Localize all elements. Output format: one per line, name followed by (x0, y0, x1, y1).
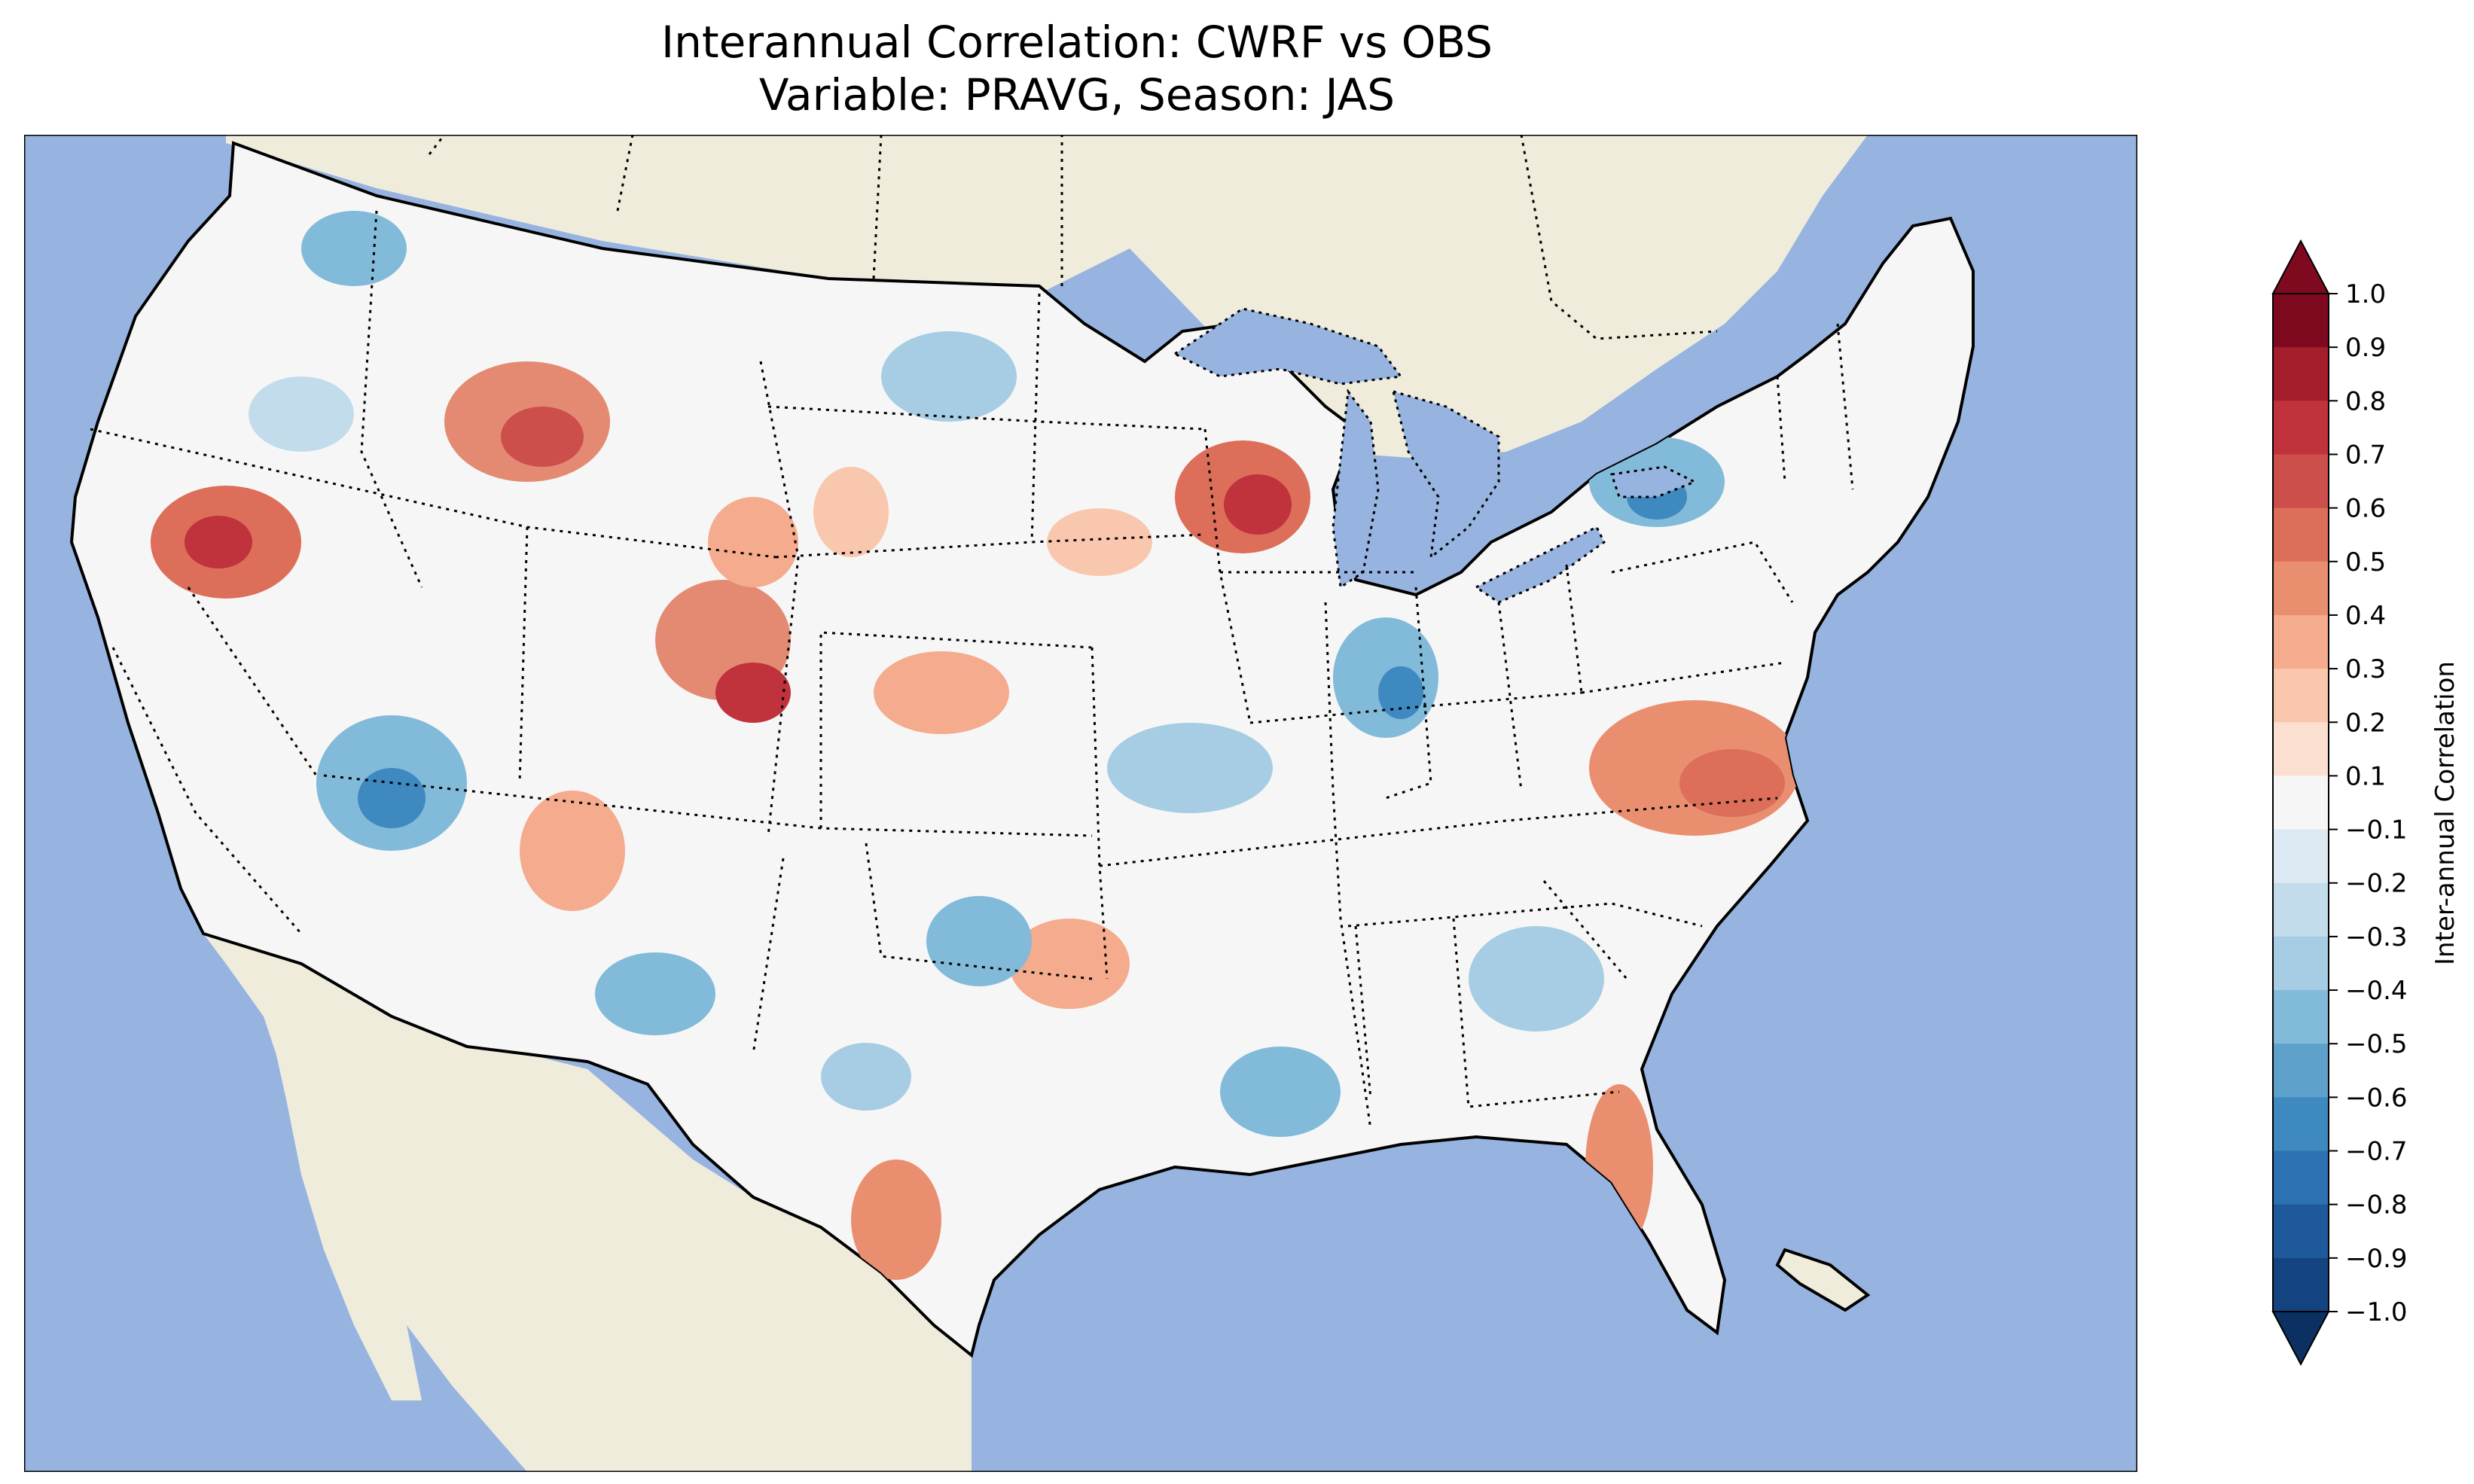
lake-ontario (1610, 465, 1698, 498)
title-line-2: Variable: PRAVG, Season: JAS (759, 69, 1395, 120)
colorbar-segment (2273, 1257, 2329, 1312)
correlation-blobs (151, 211, 1800, 1280)
colorbar-tick-label: 0.2 (2345, 708, 2386, 738)
colorbar-tick-label: −0.3 (2345, 922, 2408, 952)
colorbar-segment (2273, 294, 2329, 348)
colorbar-tick-label: −0.7 (2345, 1137, 2408, 1167)
colorbar-tick-label: −0.8 (2345, 1190, 2408, 1220)
colorbar-segment (2273, 829, 2329, 884)
colorbar-tick-label: −0.6 (2345, 1083, 2408, 1113)
colorbar-tick-label: −1.0 (2345, 1297, 2408, 1327)
colorbar-segment (2273, 614, 2329, 669)
title-line-1: Interannual Correlation: CWRF vs OBS (661, 17, 1493, 68)
colorbar-segment (2273, 1097, 2329, 1152)
colorbar-tick-label: −0.2 (2345, 869, 2408, 899)
colorbar-segment (2273, 936, 2329, 991)
colorbar-segment (2273, 1150, 2329, 1205)
colorbar-label: Inter-annual Correlation (2430, 661, 2460, 965)
colorbar-tick-label: 0.5 (2345, 547, 2386, 577)
colorbar-tick-label: −0.4 (2345, 976, 2408, 1006)
colorbar-segment (2273, 454, 2329, 509)
colorbar-tick-label: −0.1 (2345, 815, 2408, 846)
colorbar-segment (2273, 722, 2329, 776)
state-borders (90, 210, 1854, 1130)
baja-land (271, 986, 422, 1400)
canada-land (226, 135, 1868, 459)
colorbar-tick-label: 0.3 (2345, 654, 2386, 684)
great-lakes (1173, 307, 1698, 604)
colorbar-segment (2273, 401, 2329, 455)
colorbar-segment (2273, 669, 2329, 723)
colorbar-segment (2273, 507, 2329, 562)
colorbar-frame (2272, 293, 2329, 1312)
colorbar-tick-label: 0.1 (2345, 761, 2386, 791)
colorbar-tick-label: 1.0 (2345, 279, 2386, 309)
colorbar-extend-max (2271, 239, 2330, 294)
colorbar-segment (2273, 882, 2329, 937)
colorbar-tick-label: −0.9 (2345, 1244, 2408, 1274)
map-panel (24, 135, 2137, 1472)
colorbar-tick-label: 0.4 (2345, 601, 2386, 631)
colorbar-tick-label: 0.6 (2345, 494, 2386, 524)
province-borders (428, 135, 1718, 340)
colorbar-segment (2273, 990, 2329, 1044)
colorbar-extend-min (2271, 1311, 2330, 1367)
lake-michigan (1332, 389, 1380, 590)
colorbar-segment (2273, 1044, 2329, 1098)
colorbar-tick-label: −0.5 (2345, 1029, 2408, 1059)
colorbar-ticks: 1.0 0.9 0.8 0.7 0.6 0.5 0.4 0.3 0.2 0.1 −0.1 −0.2 −0… (2329, 279, 2408, 1327)
colorbar-segment (2273, 561, 2329, 616)
lake-huron (1391, 389, 1500, 560)
cuba-land (1775, 1248, 1871, 1312)
colorbar (2271, 239, 2330, 1367)
colorbar-tick-label: 0.8 (2345, 386, 2386, 416)
mexico-land (203, 934, 972, 1472)
colorbar-tick-label: 0.9 (2345, 333, 2386, 363)
lake-superior (1173, 307, 1403, 385)
colorbar-segment (2273, 776, 2329, 830)
colorbar-tick-label: 0.7 (2345, 440, 2386, 470)
colorbar-segment (2273, 1204, 2329, 1259)
colorbar-segment (2273, 347, 2329, 401)
